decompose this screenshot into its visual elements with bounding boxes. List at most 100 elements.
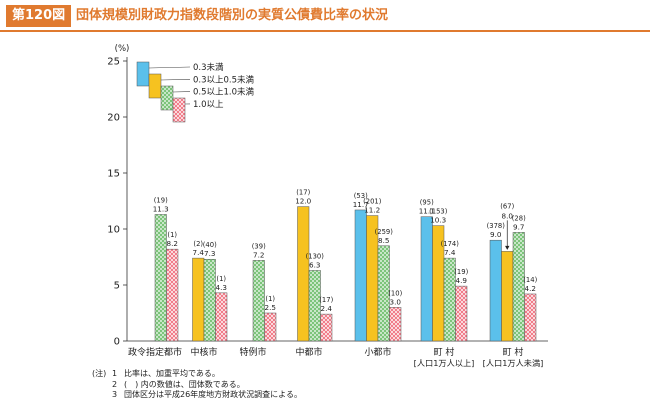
bar-value-label: 7.2: [253, 250, 264, 259]
bar: [252, 260, 265, 342]
bar-count-label: (2): [193, 240, 203, 248]
note-text: 団体区分は平成26年度地方財政状況調査による。: [124, 390, 302, 399]
bar: [192, 257, 205, 342]
bar: [264, 312, 277, 342]
note-tag: (注): [92, 369, 107, 378]
note-number: 1: [112, 369, 118, 378]
note-number: 2: [112, 379, 118, 389]
bar-value-label: 8.5: [378, 236, 389, 245]
bar-count-label: (40): [203, 241, 217, 249]
bar: [297, 206, 310, 342]
category-label: 政令指定都市: [128, 346, 182, 358]
bar-count-label: (19): [154, 196, 168, 204]
bar-value-label: 2.4: [321, 304, 333, 313]
bar-count-label: (14): [523, 276, 537, 284]
bar-count-label: (19): [454, 268, 468, 276]
y-tick-label: 15: [107, 169, 120, 180]
bar: [489, 239, 502, 342]
bar: [203, 258, 216, 342]
note-row: 2 ( ) 内の数値は、団体数である。: [92, 380, 302, 391]
bar: [524, 293, 537, 342]
bar-value-label: 8.0: [502, 211, 514, 220]
y-tick-label: 25: [107, 57, 120, 68]
figure-number-badge: 第120図: [6, 5, 72, 27]
bar: [215, 292, 228, 342]
bar-value-label: 9.7: [513, 222, 524, 231]
bar-count-label: (28): [512, 214, 526, 222]
category-label: 小都市: [364, 346, 391, 358]
bar-count-label: (1): [167, 231, 177, 239]
bar-value-label: 11.3: [153, 204, 169, 213]
bar-count-label: (1): [216, 275, 226, 283]
bar-count-label: (130): [306, 252, 325, 260]
bar-value-label: 4.3: [216, 283, 227, 292]
bar-count-label: (1): [265, 295, 275, 303]
bar: [501, 251, 514, 342]
bar-value-label: 7.4: [444, 248, 456, 257]
legend-leader: [160, 79, 191, 81]
bar-count-label: (153): [429, 208, 448, 216]
bar-count-label: (39): [252, 242, 266, 250]
bar: [389, 307, 402, 342]
bar-value-label: 7.4: [193, 248, 205, 257]
bar: [154, 214, 167, 342]
y-tick-label: 5: [114, 281, 120, 292]
bar-count-label: (174): [441, 240, 460, 248]
bar: [166, 248, 179, 342]
bar-value-label: 4.2: [525, 284, 536, 293]
figure-title: 団体規模別財政力指数段階別の実質公債費比率の状況: [76, 8, 389, 23]
header-underline: [0, 30, 650, 32]
bar-value-label: 10.3: [430, 216, 446, 225]
bar-count-label: (378): [487, 222, 506, 230]
bar-count-label: (259): [375, 228, 394, 236]
legend-swatch: [136, 61, 150, 87]
category-label: 町 村: [434, 346, 455, 358]
bar: [455, 285, 468, 342]
bar-value-label: 6.3: [309, 260, 320, 269]
bar-value-label: 11.2: [364, 206, 380, 215]
bar-value-label: 2.5: [265, 303, 276, 312]
bar-value-label: 3.0: [390, 297, 402, 306]
bar: [354, 209, 367, 342]
bar-count-label: (201): [363, 198, 382, 206]
legend-label: 0.3以上0.5未満: [193, 74, 255, 85]
bar: [308, 270, 321, 342]
bar-count-label: (95): [420, 199, 434, 207]
bar: [320, 313, 333, 342]
bar: [420, 216, 433, 342]
bar: [377, 245, 390, 342]
y-tick-label: 0: [114, 337, 120, 348]
bar: [512, 232, 525, 342]
category-label: 町 村: [503, 346, 524, 358]
notes: (注) 1 比率は、加重平均である。 2 ( ) 内の数値は、団体数である。 3 団体区分は…: [92, 369, 302, 401]
bar-count-label: (10): [388, 289, 402, 297]
bar-value-label: 8.2: [167, 239, 178, 248]
legend-swatch: [160, 85, 174, 111]
note-row: (注) 1 比率は、加重平均である。: [92, 369, 302, 380]
category-label: 中都市: [295, 346, 322, 358]
bar-count-label: (53): [354, 192, 368, 200]
leader-arrow: [505, 245, 510, 250]
bar-count-label: (17): [319, 296, 333, 304]
legend-label: 0.3未満: [193, 62, 224, 73]
y-axis-unit: (%): [115, 44, 130, 54]
legend-swatch: [148, 73, 162, 99]
bar-value-label: 7.3: [204, 249, 215, 258]
legend-label: 0.5以上1.0未満: [193, 87, 255, 98]
legend-label: 1.0以上: [193, 100, 224, 110]
y-tick-label: 20: [107, 113, 120, 124]
note-text: 比率は、加重平均である。: [124, 369, 220, 378]
note-text: ( ) 内の数値は、団体数である。: [124, 379, 245, 389]
note-number: 3: [112, 390, 118, 399]
bar-value-label: 11.1: [419, 207, 435, 216]
y-tick-label: 10: [107, 225, 120, 236]
legend-leader: [148, 66, 191, 69]
category-label: 中核市: [190, 346, 217, 358]
figure-header: 第120図 団体規模別財政力指数段階別の実質公債費比率の状況: [0, 0, 650, 32]
bar-value-label: 9.0: [490, 230, 502, 239]
bar-value-label: 4.9: [456, 276, 468, 285]
category-sublabel: [人口1万人未満]: [483, 358, 544, 368]
bar-count-label: (67): [500, 202, 514, 210]
legend-swatch: [172, 97, 186, 123]
